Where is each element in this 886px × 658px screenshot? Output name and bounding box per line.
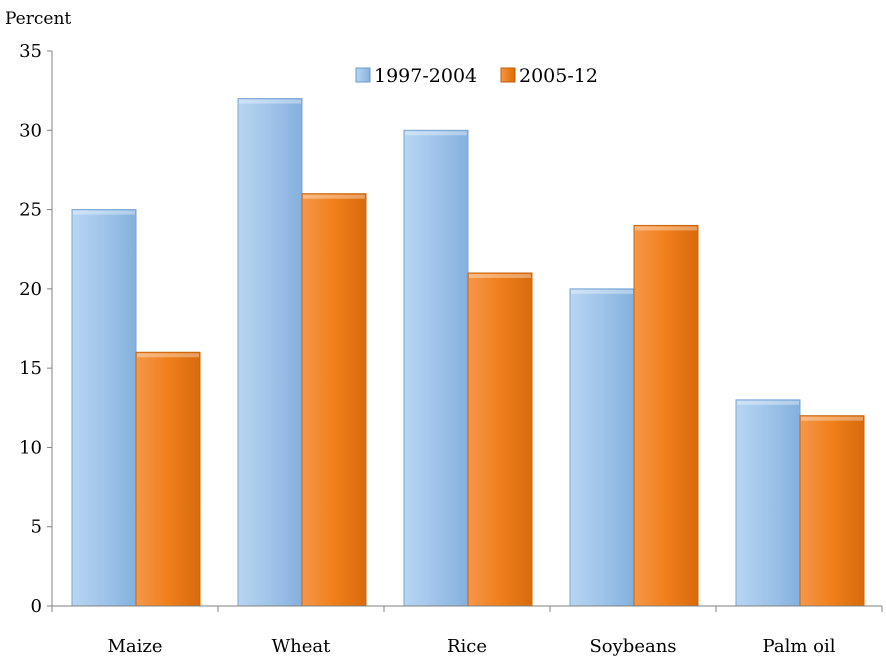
y-tick-label: 10: [19, 437, 42, 458]
legend-swatch-1997-2004: [355, 67, 371, 83]
legend-label-1997-2004: 1997-2004: [374, 65, 477, 87]
x-axis: Maize Wheat Rice Soybeans Palm oil: [51, 605, 883, 657]
y-tick-label: 35: [19, 41, 42, 62]
bar-palm-oil-2005-12: [799, 415, 865, 607]
bars-group: [71, 98, 865, 607]
bar-palm-oil-1997-2004: [735, 399, 801, 607]
y-tick-label: 20: [19, 279, 42, 300]
bar-highlight: [303, 194, 365, 199]
bar-rice-1997-2004: [403, 129, 469, 607]
legend-label-2005-12: 2005-12: [519, 65, 598, 87]
bar-highlight: [571, 289, 633, 294]
bar-maize-2005-12: [135, 351, 201, 607]
y-tick-label: 5: [31, 517, 42, 538]
x-category-label: Rice: [447, 636, 487, 657]
bar-highlight: [239, 99, 301, 104]
legend-swatch-2005-12: [500, 67, 516, 83]
bar-soybeans-1997-2004: [569, 288, 635, 607]
bar-rice-2005-12: [467, 272, 533, 607]
bar-highlight: [137, 353, 199, 358]
x-category-label: Palm oil: [763, 636, 836, 657]
y-tick-label: 0: [31, 596, 42, 617]
x-category-label: Maize: [107, 636, 162, 657]
bar-wheat-1997-2004: [237, 98, 303, 607]
legend: 1997-2004 2005-12: [355, 65, 598, 87]
y-axis-unit-label: Percent: [5, 9, 71, 29]
bar-maize-1997-2004: [71, 209, 137, 607]
x-category-label: Soybeans: [589, 636, 676, 657]
y-tick-label: 25: [19, 200, 42, 221]
bar-highlight: [801, 416, 863, 421]
y-tick-label: 30: [19, 120, 42, 141]
y-tick-label: 15: [19, 358, 42, 379]
bar-highlight: [737, 400, 799, 405]
bar-highlight: [635, 226, 697, 231]
bar-wheat-2005-12: [301, 193, 367, 607]
x-category-label: Wheat: [272, 636, 331, 657]
bar-highlight: [73, 210, 135, 215]
bar-soybeans-2005-12: [633, 224, 699, 607]
bar-highlight: [405, 131, 467, 136]
y-axis: 0 5 10 15 20 25 30 35: [19, 41, 53, 617]
bar-highlight: [469, 274, 531, 278]
